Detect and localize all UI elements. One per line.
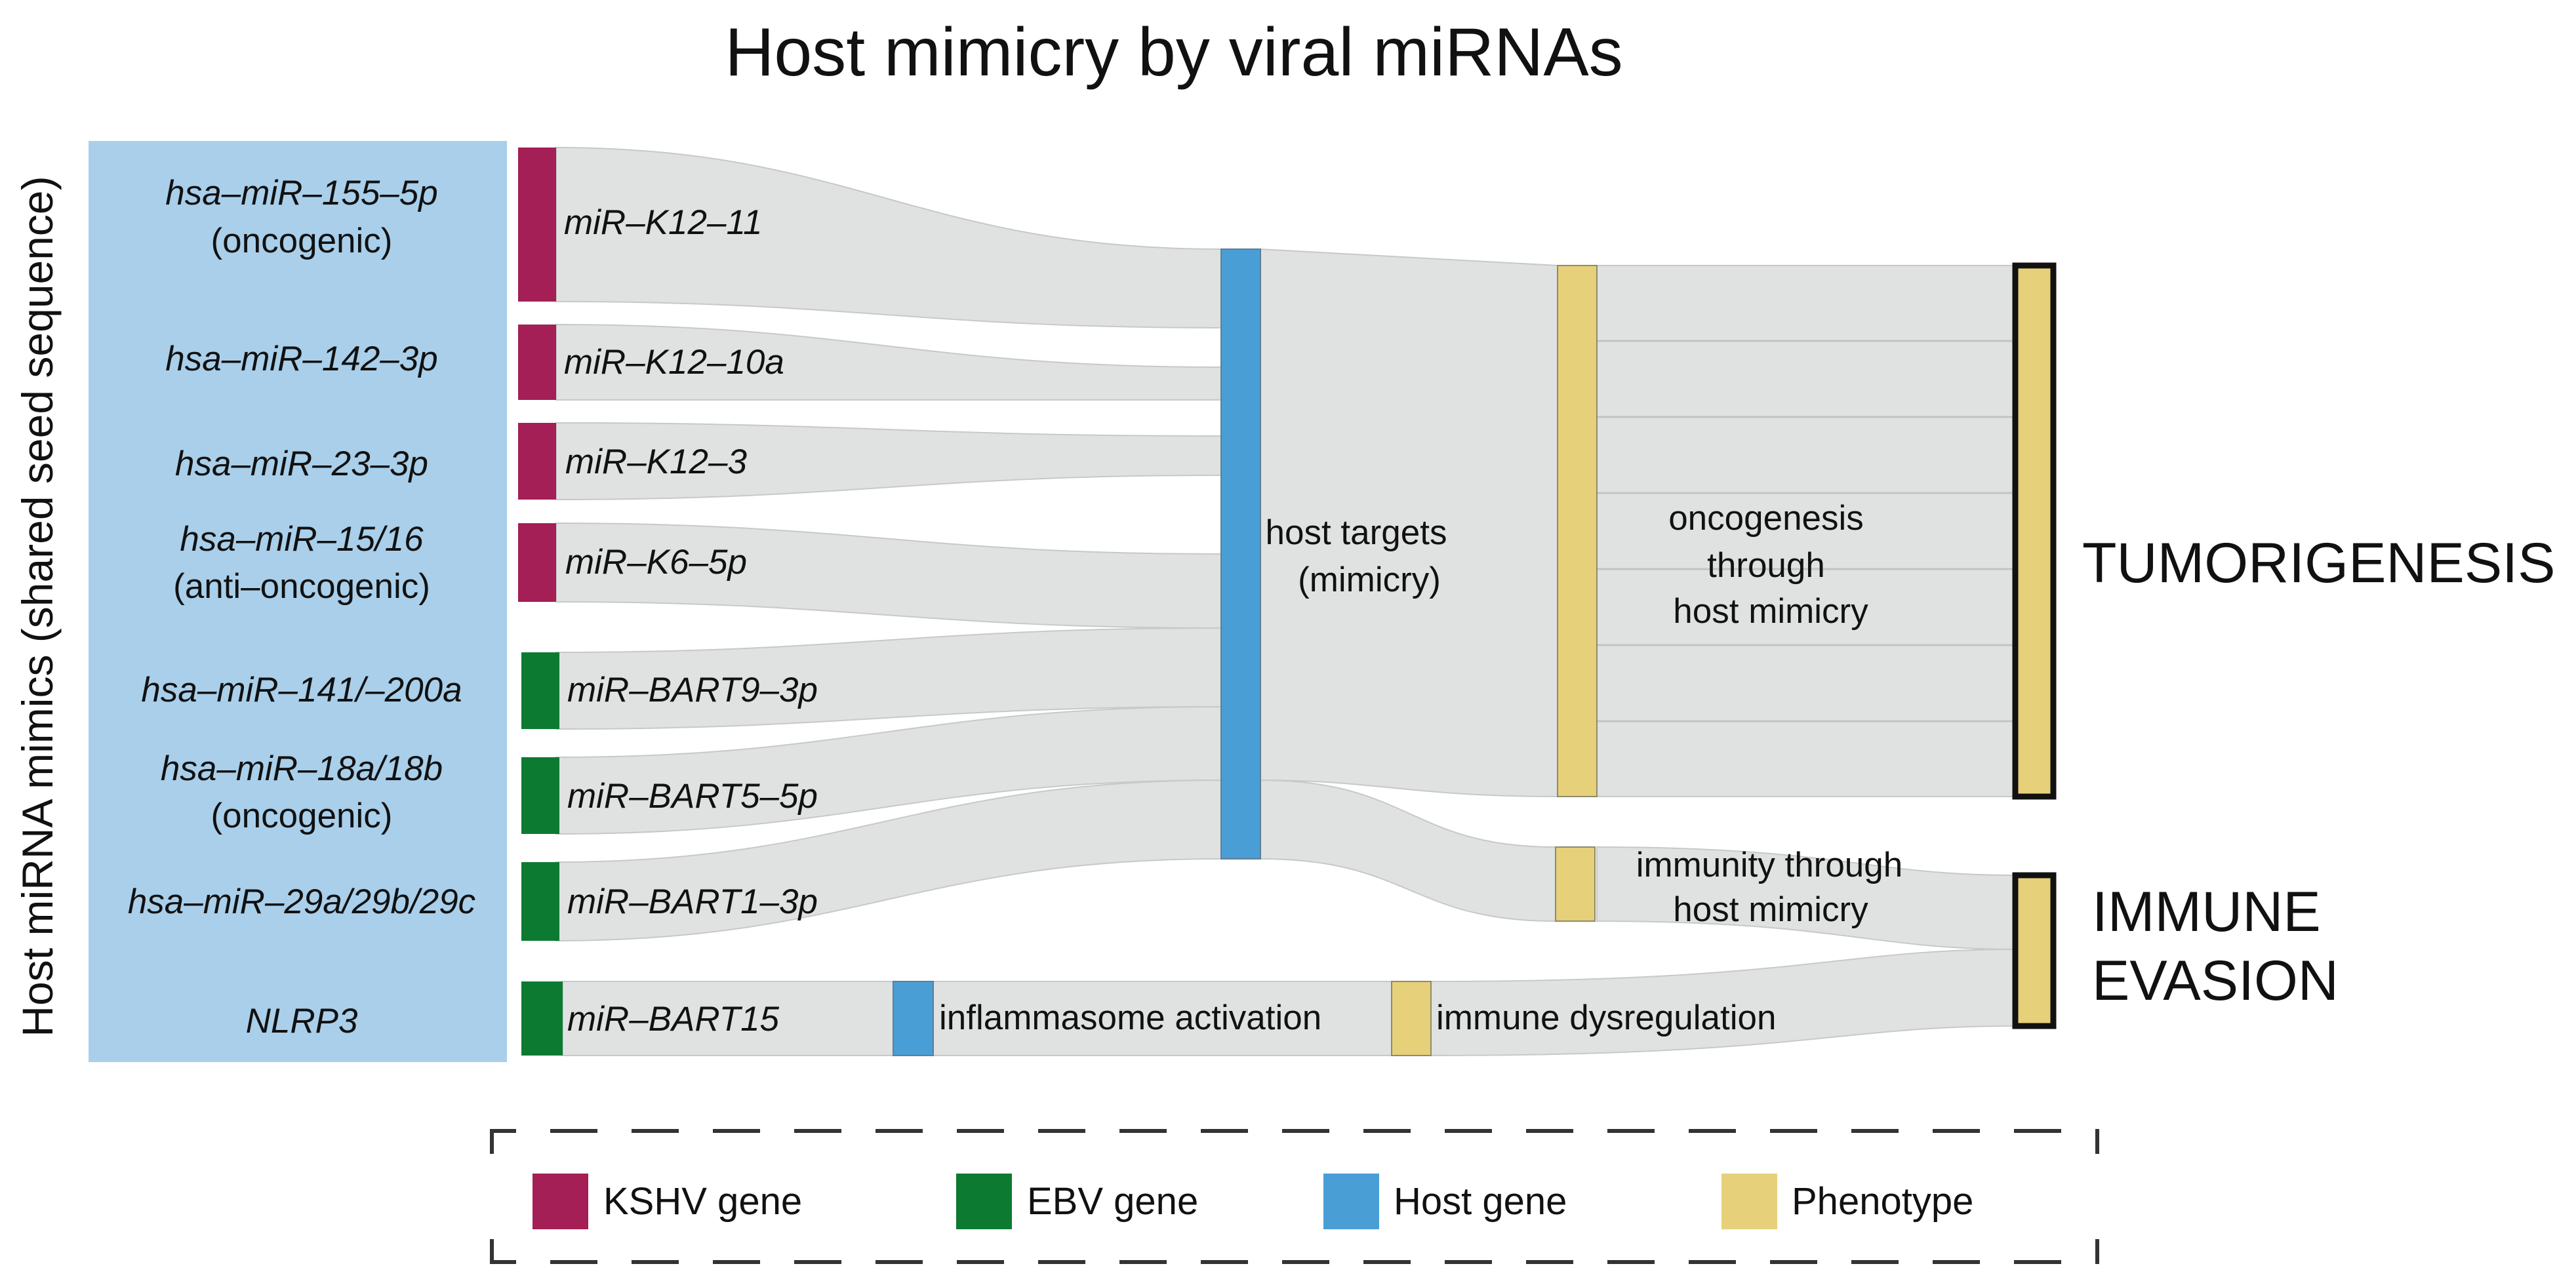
legend-label-kshv: KSHV gene (603, 1180, 802, 1223)
viral-gene-bar (518, 523, 556, 602)
host-mimic-label: NLRP3 (246, 1002, 358, 1040)
inflammasome-label: inflammasome activation (939, 998, 1321, 1037)
viral-gene-label: miR–K6–5p (565, 543, 747, 582)
flow-host-targets-to-immunity (1260, 779, 1556, 922)
viral-gene-bar (521, 862, 559, 941)
host-mimic-labels: hsa–miR–155–5p (oncogenic) hsa–miR–142–3… (128, 174, 475, 1040)
oncogenesis-node (1557, 265, 1598, 797)
legend-swatch-ebv (956, 1174, 1012, 1229)
viral-gene-label: miR–BART9–3p (567, 671, 818, 709)
viral-gene-label: miR–K12–11 (564, 203, 762, 242)
legend-swatch-phenotype (1721, 1174, 1777, 1229)
host-mimics-panel (89, 141, 507, 1062)
host-mimic-label: hsa–miR–15/16 (180, 520, 424, 559)
viral-gene-label: miR–BART5–5p (567, 777, 818, 816)
viral-gene-nodes: miR–K12–11 miR–K12–10a miR–K12–3 miR–K6–… (518, 148, 818, 1056)
tumorigenesis-label: TUMORIGENESIS (2082, 532, 2556, 595)
immune-evasion-label-2: EVASION (2092, 949, 2339, 1012)
legend: KSHV gene EBV gene Host gene Phenotype (490, 1129, 2099, 1264)
host-mimic-sublabel: (oncogenic) (211, 222, 393, 260)
host-mimic-label: hsa–miR–141/–200a (141, 671, 462, 709)
host-mimic-label: hsa–miR–18a/18b (161, 749, 443, 788)
flows (555, 146, 2016, 1057)
host-mimic-label: hsa–miR–23–3p (175, 445, 428, 483)
legend-swatch-kshv (533, 1174, 588, 1229)
immunity-label: immunity through (1636, 846, 1903, 884)
host-mimic-label: hsa–miR–155–5p (165, 174, 437, 212)
viral-gene-bar (518, 148, 556, 302)
diagram-title: Host mimicry by viral miRNAs (725, 14, 1622, 90)
viral-gene-bar (521, 757, 559, 834)
host-mimic-sublabel: (anti–oncogenic) (173, 567, 430, 606)
host-mimic-label: hsa–miR–142–3p (165, 340, 437, 378)
flow-host-targets-to-oncogenesis (1260, 248, 1558, 798)
host-targets-sublabel: (mimicry) (1298, 561, 1441, 599)
host-mimic-label: hsa–miR–29a/29b/29c (128, 882, 475, 921)
oncogenesis-label-3: host mimicry (1673, 592, 1868, 631)
immune-evasion-node (2012, 872, 2057, 1029)
host-targets-node (1220, 248, 1261, 860)
immunity-label-2: host mimicry (1673, 890, 1868, 929)
legend-label-ebv: EBV gene (1027, 1180, 1198, 1223)
inflammasome-node (893, 981, 934, 1056)
y-axis-label: Host miRNA mimics (shared seed sequence) (13, 176, 62, 1037)
legend-label-phenotype: Phenotype (1792, 1180, 1973, 1223)
viral-gene-bar (518, 325, 556, 400)
legend-swatch-host (1323, 1174, 1379, 1229)
oncogenesis-label-2: through (1707, 546, 1825, 585)
viral-gene-bar (521, 981, 563, 1056)
viral-gene-label: miR–K12–3 (565, 443, 747, 481)
tumorigenesis-node (2012, 262, 2057, 800)
immune-dysregulation-label: immune dysregulation (1436, 998, 1776, 1037)
immunity-node (1555, 846, 1596, 922)
immune-evasion-label: IMMUNE (2092, 880, 2321, 943)
viral-gene-label: miR–K12–10a (564, 343, 784, 382)
viral-gene-label: miR–BART15 (567, 1000, 780, 1038)
host-targets-label: host targets (1266, 513, 1447, 552)
viral-gene-label: miR–BART1–3p (567, 882, 818, 921)
legend-label-host: Host gene (1394, 1180, 1567, 1223)
viral-gene-bar (521, 652, 559, 729)
viral-gene-bar (518, 423, 556, 500)
oncogenesis-label: oncogenesis (1668, 499, 1864, 538)
host-mimic-sublabel: (oncogenic) (211, 797, 393, 835)
immune-dysregulation-node (1391, 981, 1432, 1056)
